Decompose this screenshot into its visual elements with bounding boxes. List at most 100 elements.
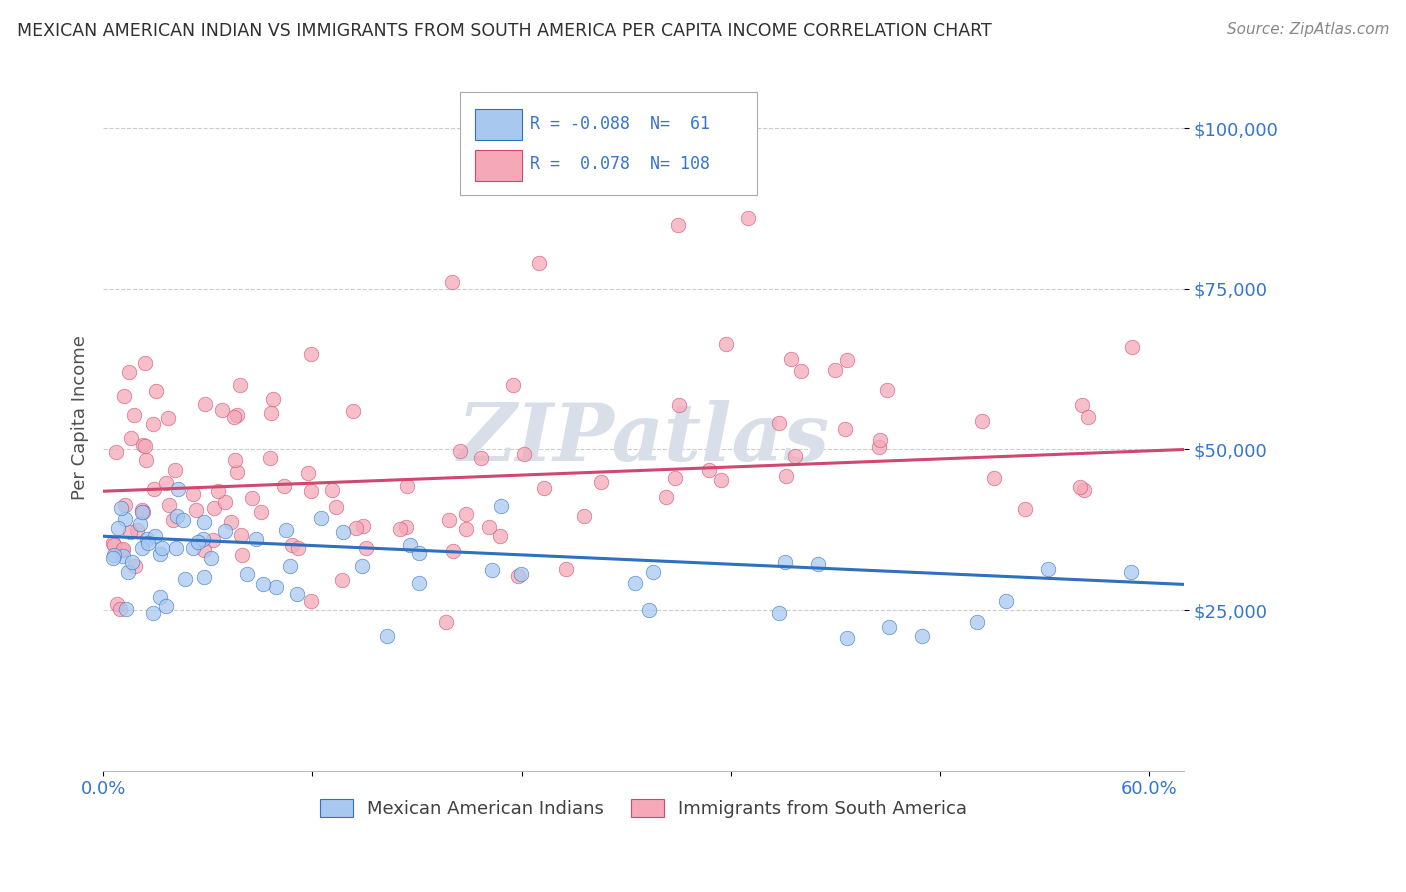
Point: [332, 524, 354, 539]
FancyBboxPatch shape: [460, 93, 756, 194]
Text: R = -0.088  N=  61: R = -0.088 N= 61: [530, 115, 710, 133]
Point: [122, 408, 145, 422]
Point: [181, 487, 204, 501]
Point: [581, 172, 603, 186]
Point: [285, 587, 308, 601]
Point: [155, 476, 177, 491]
Point: [165, 541, 187, 555]
Point: [877, 620, 900, 634]
Point: [408, 576, 430, 591]
Point: [785, 449, 807, 463]
Point: [273, 479, 295, 493]
Point: [214, 524, 236, 539]
Point: [219, 515, 242, 529]
Point: [321, 483, 343, 497]
Point: [297, 466, 319, 480]
Point: [120, 524, 142, 539]
Point: [354, 541, 377, 556]
Point: [108, 602, 131, 616]
Point: [156, 411, 179, 425]
Point: [166, 509, 188, 524]
Point: [1036, 562, 1059, 576]
Point: [344, 520, 367, 534]
Y-axis label: Per Capita Income: Per Capita Income: [72, 334, 89, 500]
Point: [737, 211, 759, 226]
Point: [668, 398, 690, 412]
Point: [399, 538, 422, 552]
Point: [240, 491, 263, 506]
Point: [124, 559, 146, 574]
Point: [131, 504, 153, 518]
Point: [187, 535, 209, 549]
Point: [121, 555, 143, 569]
Point: [150, 541, 173, 555]
Point: [470, 451, 492, 466]
Point: [527, 256, 550, 270]
Point: [664, 471, 686, 485]
Point: [868, 441, 890, 455]
Point: [112, 549, 135, 563]
Legend: Mexican American Indians, Immigrants from South America: Mexican American Indians, Immigrants fro…: [314, 792, 974, 825]
Point: [716, 337, 738, 351]
Text: ZIPatlas: ZIPatlas: [457, 400, 830, 477]
Point: [807, 557, 830, 571]
Point: [666, 218, 689, 232]
Point: [638, 603, 661, 617]
Point: [408, 546, 430, 560]
Point: [299, 594, 322, 608]
Point: [194, 397, 217, 411]
Point: [278, 559, 301, 574]
Point: [1119, 565, 1142, 579]
Point: [250, 505, 273, 519]
Point: [104, 444, 127, 458]
Point: [114, 511, 136, 525]
Point: [107, 521, 129, 535]
Point: [149, 547, 172, 561]
Point: [252, 576, 274, 591]
Point: [112, 542, 135, 557]
Point: [236, 567, 259, 582]
Point: [775, 468, 797, 483]
Point: [395, 479, 418, 493]
Point: [114, 498, 136, 512]
Point: [132, 438, 155, 452]
Point: [132, 505, 155, 519]
Point: [1121, 340, 1143, 354]
Point: [222, 409, 245, 424]
Point: [395, 520, 418, 534]
Point: [135, 452, 157, 467]
Point: [120, 431, 142, 445]
Point: [502, 377, 524, 392]
Point: [193, 515, 215, 529]
Point: [513, 447, 536, 461]
Point: [641, 565, 664, 579]
Point: [481, 563, 503, 577]
Point: [389, 522, 412, 536]
Point: [103, 538, 125, 552]
Point: [117, 565, 139, 579]
Point: [200, 551, 222, 566]
Point: [112, 389, 135, 403]
Point: [970, 414, 993, 428]
Point: [983, 471, 1005, 485]
Point: [125, 524, 148, 538]
Point: [105, 598, 128, 612]
Point: [489, 499, 512, 513]
Point: [325, 500, 347, 514]
Point: [456, 507, 478, 521]
Point: [533, 482, 555, 496]
Point: [172, 514, 194, 528]
Point: [281, 538, 304, 552]
Point: [110, 501, 132, 516]
Point: [780, 351, 803, 366]
Point: [162, 513, 184, 527]
Point: [224, 453, 246, 467]
Point: [555, 562, 578, 576]
FancyBboxPatch shape: [475, 110, 523, 140]
Point: [181, 541, 204, 555]
Point: [287, 541, 309, 556]
Point: [191, 532, 214, 546]
Point: [710, 473, 733, 487]
Point: [103, 549, 125, 563]
Text: R =  0.078  N= 108: R = 0.078 N= 108: [530, 155, 710, 173]
